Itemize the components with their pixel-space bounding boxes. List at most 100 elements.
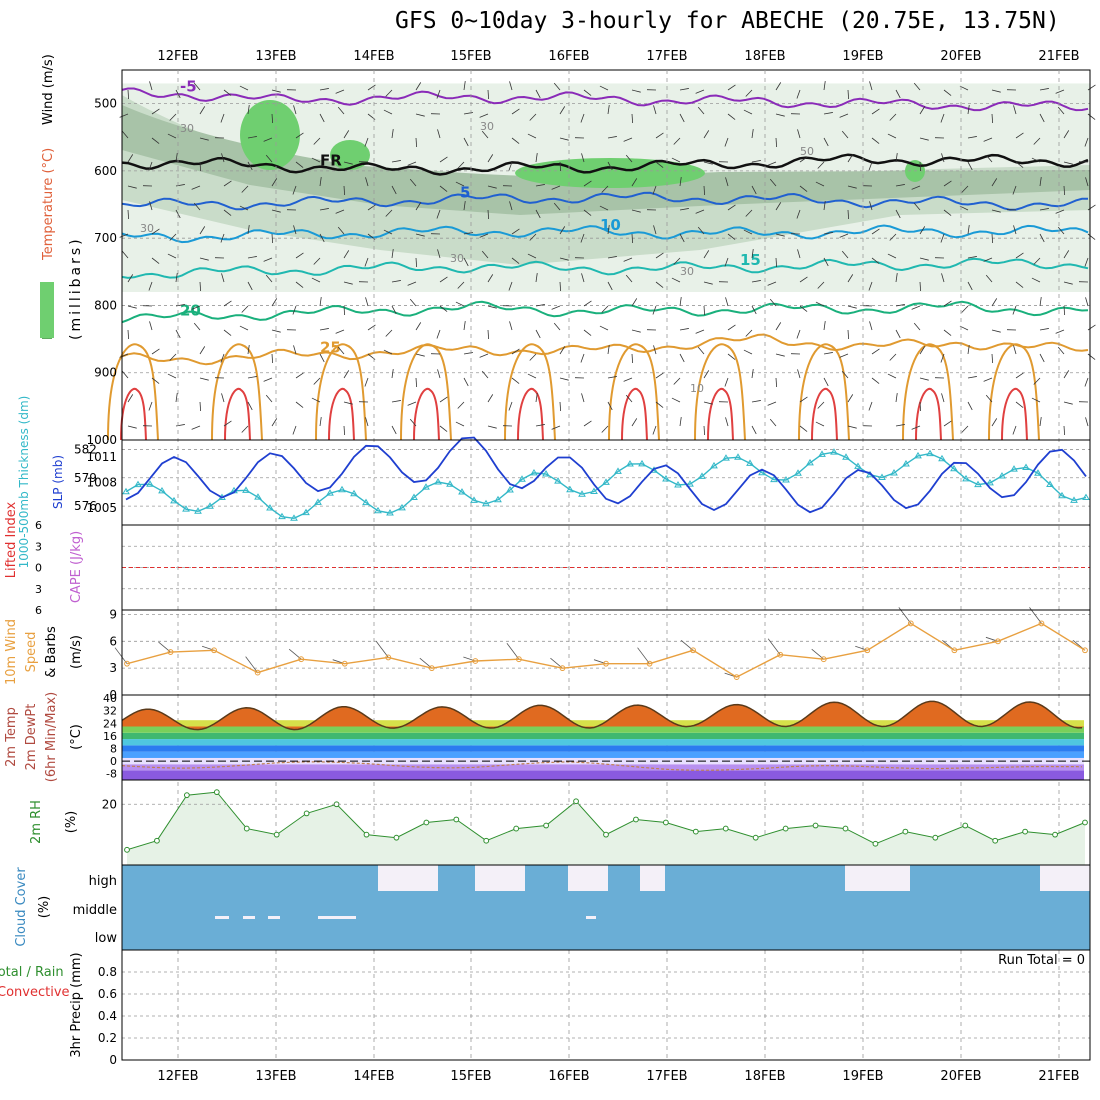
- thickness-line: [125, 451, 1087, 520]
- warm-contour-inner: [621, 387, 648, 441]
- wind-tick: 9: [109, 607, 117, 621]
- wind-barb: [775, 257, 778, 268]
- wind-barb: [871, 377, 880, 384]
- wind-barb: [815, 421, 825, 427]
- thickness-point: [542, 469, 550, 477]
- wind-barb: [599, 325, 609, 331]
- wind-barb: [1015, 281, 1024, 288]
- wind-barb: [127, 425, 137, 429]
- isotherm-label: FR: [320, 151, 342, 169]
- rh-point: [423, 819, 430, 826]
- thickness-point: [974, 480, 982, 488]
- wind-speed-point: [428, 665, 435, 672]
- wind-barb: [391, 129, 394, 139]
- temp-band: [122, 739, 1084, 746]
- temp-label-a-group: 2m Temp: [4, 707, 19, 767]
- wind-barb: [823, 352, 833, 355]
- rh-point: [303, 810, 310, 817]
- wind-barb: [679, 417, 682, 427]
- wind-barb: [1012, 305, 1017, 315]
- wind-barb: [343, 185, 346, 196]
- wind-barb: [895, 89, 901, 99]
- wind-barb: [127, 185, 137, 189]
- wind-barb: [127, 209, 130, 220]
- wind-barb: [823, 137, 829, 147]
- date-label-top: 21FEB: [1038, 49, 1079, 64]
- wind-barb: [271, 89, 281, 93]
- wind-barb: [463, 377, 469, 387]
- wind-barb: [1033, 377, 1041, 385]
- wind-barb: [943, 209, 952, 216]
- wind-barb: [121, 130, 129, 139]
- wind-barb: [655, 252, 664, 259]
- wind-barb: [652, 185, 657, 195]
- wind-barb: [1015, 252, 1024, 259]
- chart-title: GFS 0~10day 3-hourly for ABECHE (20.75E,…: [395, 8, 1060, 34]
- wind-barb: [1057, 226, 1065, 235]
- wind-barb: [1015, 401, 1024, 408]
- wind-barb: [1084, 257, 1089, 267]
- wind-barb: [919, 281, 922, 292]
- wind-barb: [199, 401, 202, 412]
- wind-barb: [151, 108, 160, 115]
- wind-barb: [1087, 204, 1096, 211]
- thickness-point: [134, 480, 142, 488]
- wind-barb: [247, 345, 250, 355]
- wind-barb: [127, 329, 130, 340]
- thickness-point: [410, 493, 418, 501]
- date-label-bottom: 17FEB: [646, 1069, 687, 1084]
- wind-barb: [241, 425, 249, 433]
- wind-barb: [607, 401, 613, 411]
- wind-barb: [1087, 353, 1096, 360]
- warm-contour-inner: [224, 387, 251, 441]
- wind-barb: [199, 281, 202, 292]
- upper-y-tick: 1000: [86, 433, 117, 447]
- date-label-top: 12FEB: [157, 49, 198, 64]
- wind-barb: [559, 377, 569, 381]
- upper-label-temp: Temperature (°C): [41, 148, 56, 261]
- wind-barb: [292, 305, 297, 315]
- wind-barb: [799, 396, 808, 403]
- wind-barb: [481, 250, 489, 259]
- isotherm-label: 15: [740, 251, 761, 269]
- wind-barb: [191, 185, 201, 190]
- mid-cloud-gap: [318, 916, 356, 919]
- wind-barb: [175, 393, 178, 403]
- thickness-point: [614, 467, 622, 474]
- wind-barb: [292, 425, 297, 435]
- precip-label-convective: Convective: [0, 985, 70, 1000]
- li-tick: 6: [35, 519, 42, 532]
- wind-barb: [415, 322, 422, 331]
- wind-barb: [439, 156, 448, 163]
- wind-barb: [439, 425, 448, 432]
- isotherm-FR: [121, 153, 1089, 176]
- wind-barb: [887, 373, 897, 379]
- temp-label-c-group: (6hr Min/Max): [44, 692, 59, 782]
- wind-barb: [889, 353, 897, 361]
- wind-barb: [703, 425, 706, 436]
- wind-barb: [385, 89, 393, 97]
- wind-barb: [391, 185, 397, 195]
- wind-barb: [919, 161, 922, 172]
- date-label-bottom: 20FEB: [940, 1069, 981, 1084]
- wind-barb: [151, 257, 160, 264]
- slp-tick: 1005: [86, 501, 117, 515]
- wind-barb-10m: [114, 647, 128, 664]
- wind-barb: [193, 322, 201, 331]
- wind-barb: [751, 369, 754, 379]
- wind-barb: [769, 178, 777, 187]
- wind-tick: 0: [109, 688, 117, 702]
- wind-barb: [607, 161, 613, 171]
- wind-barb: [655, 372, 664, 379]
- wind-barb: [985, 154, 993, 163]
- wind-barb: [265, 394, 273, 403]
- wind-barb: [703, 130, 710, 139]
- wind-barb: [751, 249, 754, 259]
- thickness-point: [350, 489, 358, 497]
- wind-barb: [817, 161, 825, 169]
- wind-barb: [871, 108, 880, 115]
- cloud-tick-high: high: [89, 874, 117, 889]
- thickness-point: [770, 475, 778, 483]
- wind-barb: [335, 89, 345, 94]
- wind-barb: [940, 353, 945, 363]
